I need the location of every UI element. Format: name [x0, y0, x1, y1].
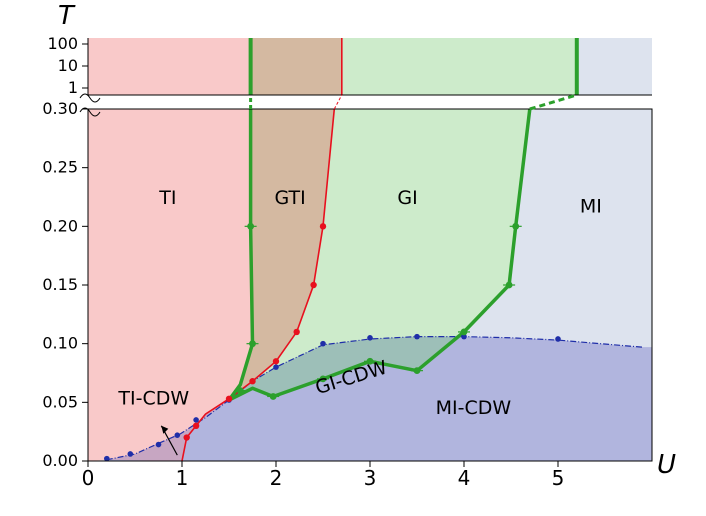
blue-marker	[127, 451, 134, 457]
region-ti	[88, 109, 253, 461]
y-axis-title: T	[58, 1, 76, 31]
region-label-ti-cdw: TI-CDW	[117, 388, 189, 410]
green-marker	[247, 222, 255, 230]
region-gti	[229, 109, 335, 400]
axis-break-top	[79, 93, 101, 103]
y-tick-label: 0.10	[42, 334, 78, 353]
red-marker	[293, 328, 300, 336]
region-label-gi: GI	[397, 187, 417, 209]
green-marker	[505, 281, 513, 289]
x-tick-label: 2	[270, 466, 283, 490]
blue-marker	[273, 364, 279, 370]
region-mi-cdw	[88, 336, 652, 461]
green-marker	[319, 375, 327, 383]
x-tick-label: 5	[552, 466, 565, 490]
blue-marker	[155, 441, 162, 448]
region-label-ti: TI	[158, 187, 176, 209]
top-y-tick-label: 10	[58, 56, 78, 75]
region-label-mi: MI	[580, 195, 602, 217]
blue-marker	[193, 417, 199, 423]
blue-marker	[555, 336, 561, 342]
top-region-gti	[250, 38, 342, 95]
red-marker	[192, 422, 200, 429]
green-marker	[512, 222, 520, 230]
blue-marker	[174, 432, 181, 438]
ti-cdw-arrow-head	[161, 425, 169, 434]
y-tick-label: 0.20	[42, 216, 78, 235]
green-marker	[269, 393, 277, 400]
region-label-mi-cdw: MI-CDW	[436, 397, 512, 419]
red-marker	[310, 281, 317, 289]
region-ti-cdw	[106, 398, 229, 461]
green-marker	[366, 357, 374, 365]
main-panel: 0.00 0.05 0.10 0.15 0.20 0.25 0.30 0 1 2 3 4 5	[42, 99, 653, 490]
y-tick-label: 0.15	[42, 275, 78, 294]
top-region-ti	[88, 38, 251, 95]
region-gi-cdw	[229, 331, 464, 400]
x-tick-label: 0	[82, 466, 95, 490]
red-marker	[319, 223, 327, 230]
green-marker	[236, 387, 244, 394]
green-marker	[460, 328, 468, 336]
y-tick-label: 0.30	[42, 99, 78, 118]
top-y-tick-label: 1	[68, 78, 78, 97]
blue-marker	[461, 333, 467, 340]
top-y-tick-label: 100	[47, 34, 78, 53]
x-tick-label: 3	[364, 466, 377, 490]
connector-red	[333, 94, 343, 110]
y-tick-label: 0.05	[42, 392, 78, 411]
red-marker	[183, 434, 190, 441]
connector-green-right	[529, 93, 578, 111]
green-marker	[413, 367, 421, 375]
green-marker	[249, 340, 256, 348]
region-label-gti: GTI	[274, 187, 305, 209]
blue-marker	[367, 335, 373, 341]
y-tick-label: 0.25	[42, 158, 78, 177]
blue-marker	[414, 333, 420, 340]
red-marker	[249, 378, 256, 385]
x-tick-label: 4	[458, 466, 471, 490]
top-panel: 100 10 1	[47, 34, 652, 97]
series-line-green-2	[462, 108, 532, 334]
blue-marker	[104, 455, 110, 462]
red-marker	[272, 358, 280, 365]
x-tick-label: 1	[176, 466, 189, 490]
red-marker	[225, 395, 233, 403]
x-axis-title: U	[657, 450, 676, 480]
blue-marker	[320, 340, 326, 347]
y-tick-label: 0.00	[42, 451, 78, 470]
axis-break-bottom	[79, 107, 101, 117]
top-region-gi	[341, 38, 577, 95]
